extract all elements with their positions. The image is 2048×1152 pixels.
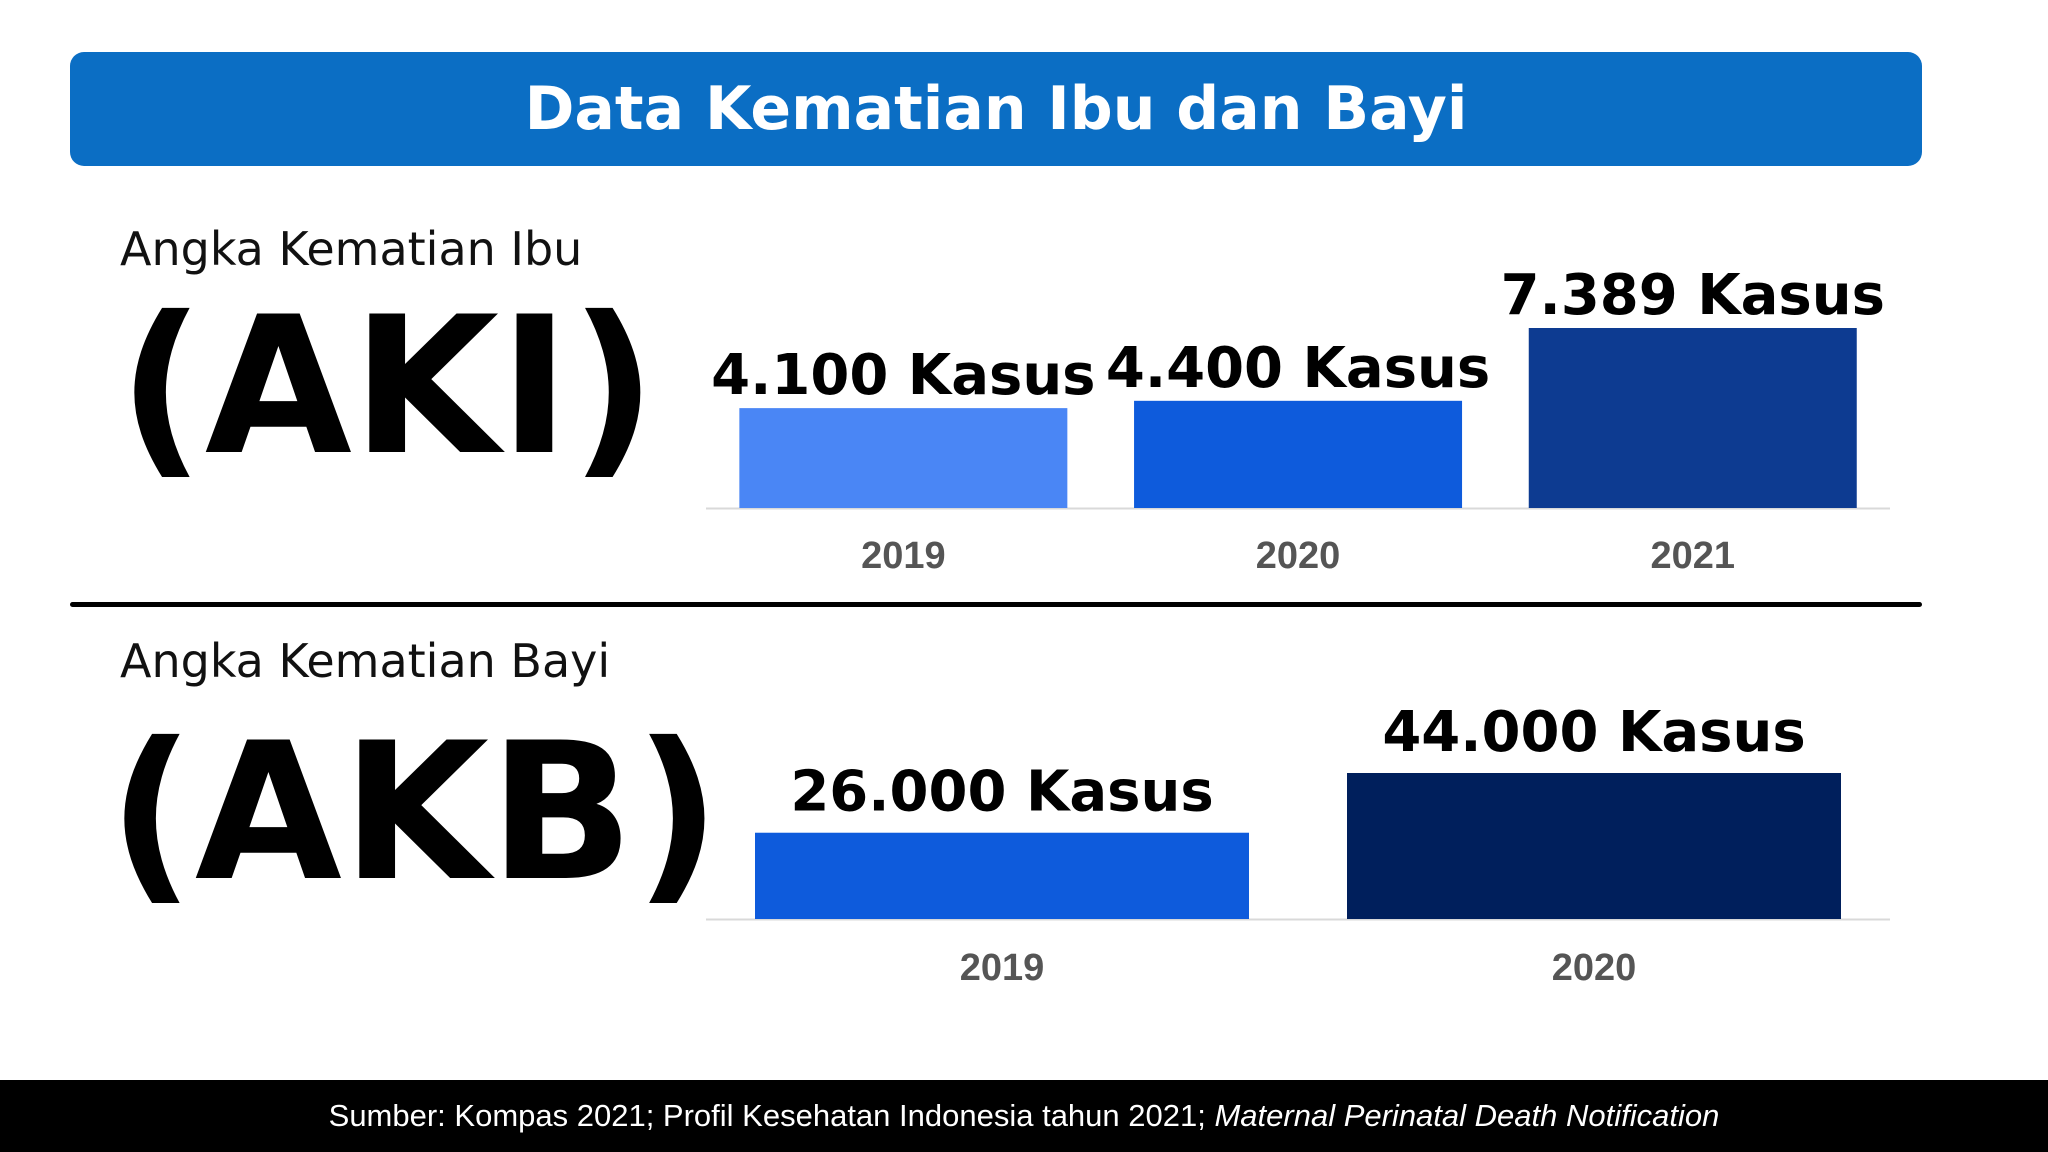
aki-bar-2019 <box>739 408 1068 508</box>
page-title: Data Kematian Ibu dan Bayi <box>524 74 1468 144</box>
aki-data-label-2020: 4.400 Kasus <box>1106 336 1490 401</box>
charts-canvas: 4.100 Kasus 2019 4.400 Kasus 2020 7.389 Kasu… <box>706 263 1890 989</box>
source-italic-text: Maternal Perinatal Death Notification <box>1214 1098 1720 1133</box>
source-text: Sumber: Kompas 2021; Profil Kesehatan In… <box>328 1098 1215 1133</box>
akb-data-label-2020: 44.000 Kasus <box>1382 700 1805 765</box>
aki-tick-label-2021: 2021 <box>1650 535 1735 577</box>
akb-bar-2020 <box>1347 773 1841 919</box>
section-divider <box>70 602 1922 607</box>
akb-tick-label-2019: 2019 <box>960 947 1045 989</box>
aki-label: Angka Kematian Ibu <box>120 222 583 276</box>
akb-tick-label-2020: 2020 <box>1552 947 1637 989</box>
aki-tick-label-2020: 2020 <box>1256 535 1341 577</box>
aki-bar-2020 <box>1134 400 1463 508</box>
akb-label: Angka Kematian Bayi <box>120 634 611 688</box>
aki-bar-2021 <box>1528 328 1857 508</box>
akb-abbreviation: (AKB) <box>108 702 721 923</box>
aki-abbreviation: (AKI) <box>118 276 657 497</box>
title-banner: Data Kematian Ibu dan Bayi <box>70 52 1922 166</box>
akb-data-label-2019: 26.000 Kasus <box>790 760 1213 825</box>
aki-data-label-2019: 4.100 Kasus <box>711 343 1095 408</box>
akb-bar-2019 <box>755 832 1249 919</box>
source-footer: Sumber: Kompas 2021; Profil Kesehatan In… <box>0 1080 2048 1152</box>
aki-tick-label-2019: 2019 <box>861 535 946 577</box>
aki-data-label-2021: 7.389 Kasus <box>1501 263 1885 328</box>
